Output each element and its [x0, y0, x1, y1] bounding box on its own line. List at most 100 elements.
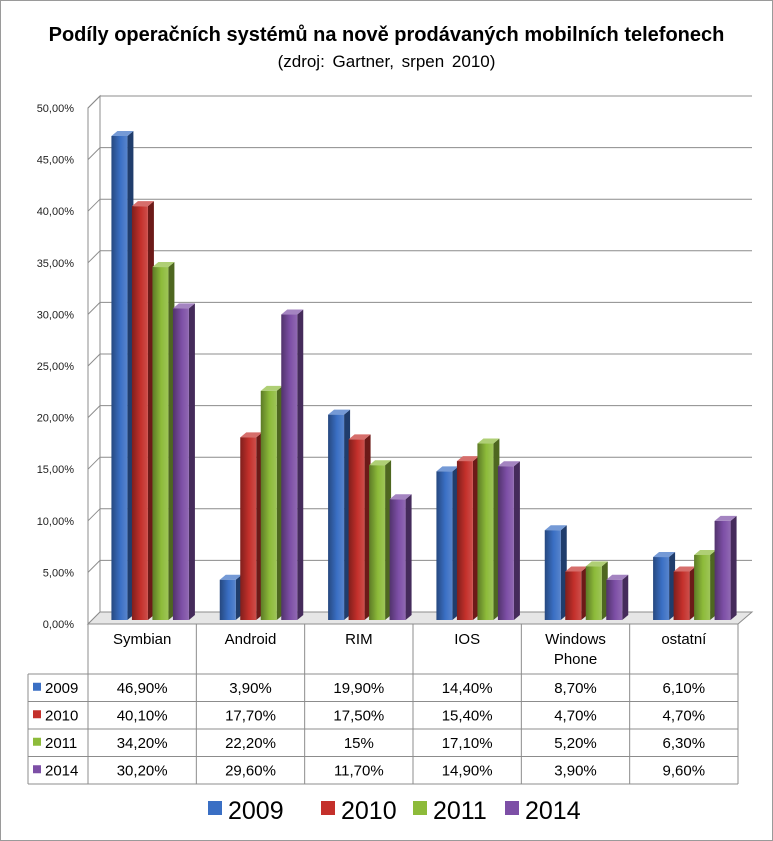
table-cell: 4,70% [554, 707, 597, 724]
table-series-name: 2011 [45, 735, 77, 752]
legend-label-2011: 2011 [433, 797, 487, 825]
bar-front [369, 465, 386, 620]
table-cell: 8,70% [554, 680, 597, 697]
table-cell: 30,20% [117, 762, 168, 779]
bar-2010-ios [456, 456, 479, 620]
category-label: ostatní [661, 631, 707, 648]
bar-front [653, 557, 670, 620]
bar-top [348, 434, 371, 440]
bar-top [240, 432, 263, 438]
bar-top [131, 201, 154, 207]
table-cell: 29,60% [225, 762, 276, 779]
category-label: Windows [545, 631, 606, 648]
table-cell: 14,40% [442, 680, 493, 697]
bar-front [585, 566, 602, 620]
bar-2014-rim [389, 494, 412, 620]
table-cell: 15% [344, 735, 374, 752]
bar-2010-windows-phone [565, 566, 588, 620]
legend-key-2014 [505, 801, 519, 815]
bar-side [188, 303, 195, 620]
table-cell: 4,70% [663, 707, 706, 724]
bar-front [348, 439, 365, 620]
gridline-side [87, 302, 101, 315]
gridline-side [87, 198, 101, 212]
y-tick-label: 15,00% [37, 464, 75, 476]
y-tick-label: 20,00% [37, 413, 75, 425]
legend-key-2011 [413, 801, 427, 815]
bar-2011-windows-phone [585, 561, 608, 620]
bar-top [152, 262, 175, 268]
bar-front [219, 579, 236, 620]
bar-top [456, 456, 479, 462]
bar-2014-symbian [172, 303, 195, 620]
table-cell: 3,90% [229, 680, 272, 697]
bar-2011-rim [369, 460, 392, 620]
bar-2009-rim [328, 409, 351, 620]
table-series-name: 2009 [45, 680, 78, 697]
table-cell: 17,50% [333, 707, 384, 724]
bar-side [513, 461, 520, 620]
bar-front [436, 471, 453, 620]
table-cell: 19,90% [333, 680, 384, 697]
bar-front [456, 461, 473, 620]
bar-front [389, 499, 406, 620]
bar-side [730, 515, 737, 620]
bar-front [714, 520, 731, 620]
bar-2014-android [281, 309, 304, 620]
bar-top [172, 303, 195, 309]
table-cell: 14,90% [442, 762, 493, 779]
y-tick-label: 30,00% [37, 309, 75, 321]
bar-2009-ostatní [653, 552, 676, 620]
y-tick-label: 0,00% [43, 619, 74, 631]
legend-key-2009 [208, 801, 222, 815]
bar-front [606, 579, 623, 620]
bar-front [497, 466, 514, 620]
bar-2010-symbian [131, 201, 154, 620]
legend-key-2010 [321, 801, 335, 815]
bar-2009-ios [436, 466, 459, 620]
bar-top [565, 566, 588, 572]
bar-top [714, 515, 737, 521]
bar-front [328, 414, 345, 620]
bar-2011-ios [477, 438, 500, 620]
table-cell: 6,10% [663, 680, 706, 697]
table-cell: 40,10% [117, 707, 168, 724]
bar-2011-ostatní [694, 549, 717, 620]
table-legend-key [33, 765, 41, 774]
bar-front [152, 267, 169, 620]
bar-top [653, 552, 676, 558]
y-tick-label: 45,00% [37, 155, 75, 167]
bar-front [544, 530, 561, 620]
y-tick-label: 5,00% [43, 567, 74, 579]
bar-2014-ostatní [714, 515, 737, 620]
gridline-side [87, 95, 101, 109]
bar-2014-ios [497, 461, 520, 620]
bar-front [172, 308, 189, 620]
table-legend-key [33, 710, 41, 719]
category-label: RIM [345, 631, 373, 648]
bar-top [111, 130, 134, 136]
table-cell: 22,20% [225, 735, 276, 752]
table-cell: 5,20% [554, 735, 597, 752]
category-label: Phone [554, 651, 597, 668]
bar-front [694, 554, 711, 620]
bar-top [219, 574, 242, 580]
category-label: Android [225, 631, 277, 648]
gridline-side [87, 405, 101, 418]
bar-side [297, 309, 304, 620]
bar-top [544, 525, 567, 531]
y-tick-label: 10,00% [37, 516, 75, 528]
bar-side [622, 574, 629, 620]
table-cell: 34,20% [117, 735, 168, 752]
gridline-side [87, 456, 101, 470]
bar-top [260, 385, 283, 391]
bar-2009-windows-phone [544, 525, 567, 620]
legend-label-2010: 2010 [341, 797, 397, 825]
bar-top [389, 494, 412, 500]
gridline-side [87, 560, 101, 573]
table-cell: 46,90% [117, 680, 168, 697]
y-tick-label: 35,00% [37, 258, 75, 270]
table-series-name: 2014 [45, 762, 78, 779]
bar-front [240, 437, 257, 620]
